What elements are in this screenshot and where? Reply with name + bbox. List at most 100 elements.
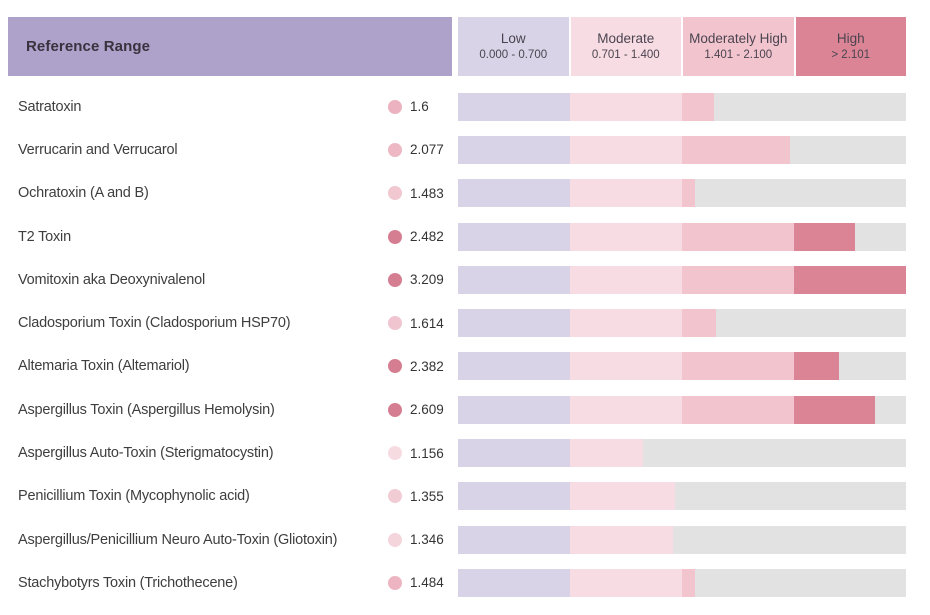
bar-segment-moderately-high xyxy=(682,179,696,208)
value-dot xyxy=(388,359,402,374)
value-bar xyxy=(458,135,906,164)
toxin-name: Aspergillus Toxin (Aspergillus Hemolysin… xyxy=(18,401,275,418)
toxin-name: T2 Toxin xyxy=(18,228,71,245)
toxin-name: Penicillium Toxin (Mycophynolic acid) xyxy=(18,488,250,505)
toxin-value: 2.382 xyxy=(410,358,444,374)
column-high: High > 2.101 xyxy=(795,17,906,76)
value-bar xyxy=(458,179,906,208)
table-row: Altemaria Toxin (Altemariol) 2.382 xyxy=(0,345,930,388)
bar-segment-moderately-high xyxy=(682,222,794,251)
table-row: Vomitoxin aka Deoxynivalenol 3.209 xyxy=(0,258,930,301)
toxin-name: Aspergillus Auto-Toxin (Sterigmatocystin… xyxy=(18,445,274,462)
toxin-name: Stachybotyrs Toxin (Trichothecene) xyxy=(18,574,238,591)
table-row: T2 Toxin 2.482 xyxy=(0,215,930,258)
value-bar xyxy=(458,265,906,294)
bar-segment-moderate xyxy=(570,92,682,121)
bar-segment-moderate xyxy=(570,265,682,294)
toxin-value: 2.609 xyxy=(410,402,444,418)
table-row: Aspergillus/Penicillium Neuro Auto-Toxin… xyxy=(0,518,930,561)
bar-segment-moderately-high xyxy=(682,395,794,424)
bar-segment-low xyxy=(458,439,570,468)
toxin-value: 1.355 xyxy=(410,488,444,504)
column-moderate: Moderate 0.701 - 1.400 xyxy=(570,17,681,76)
value-bar xyxy=(458,352,906,381)
column-high-label: High xyxy=(836,30,865,46)
toxin-value: 2.077 xyxy=(410,142,444,158)
bar-segment-moderate xyxy=(570,179,682,208)
bar-segment-low xyxy=(458,265,570,294)
table-row: Satratoxin 1.6 xyxy=(0,85,930,128)
value-bar xyxy=(458,222,906,251)
column-low: Low 0.000 - 0.700 xyxy=(458,17,569,76)
toxin-rows: Satratoxin 1.6 Verrucarin and Verrucarol… xyxy=(0,76,930,605)
column-moderately-high-label: Moderately High xyxy=(689,30,788,46)
table-row: Ochratoxin (A and B) 1.483 xyxy=(0,172,930,215)
value-dot xyxy=(388,446,402,461)
bar-segment-low xyxy=(458,395,570,424)
value-dot xyxy=(388,575,402,590)
bar-segment-low xyxy=(458,525,570,554)
toxin-value: 1.484 xyxy=(410,575,444,591)
toxin-value: 1.614 xyxy=(410,315,444,331)
value-dot xyxy=(388,186,402,201)
bar-segment-low xyxy=(458,482,570,511)
column-moderate-range: 0.701 - 1.400 xyxy=(591,48,660,61)
value-dot xyxy=(388,489,402,504)
toxin-name: Aspergillus/Penicillium Neuro Auto-Toxin… xyxy=(18,531,338,548)
column-low-range: 0.000 - 0.700 xyxy=(479,48,548,61)
bar-segment-moderate xyxy=(570,439,643,468)
bar-segment-high xyxy=(794,352,840,381)
table-row: Aspergillus Toxin (Aspergillus Hemolysin… xyxy=(0,388,930,431)
toxin-value: 1.6 xyxy=(410,99,429,115)
bar-segment-low xyxy=(458,179,570,208)
toxin-name: Vomitoxin aka Deoxynivalenol xyxy=(18,271,206,288)
column-high-range: > 2.101 xyxy=(831,48,871,61)
range-columns: Low 0.000 - 0.700 Moderate 0.701 - 1.400… xyxy=(458,17,906,76)
bar-segment-moderately-high xyxy=(682,309,717,338)
value-bar xyxy=(458,439,906,468)
column-moderately-high: Moderately High 1.401 - 2.100 xyxy=(683,17,794,76)
bar-segment-moderately-high xyxy=(682,265,794,294)
toxin-value: 3.209 xyxy=(410,272,444,288)
toxin-value: 2.482 xyxy=(410,229,444,245)
toxin-name: Cladosporium Toxin (Cladosporium HSP70) xyxy=(18,315,291,332)
value-bar xyxy=(458,395,906,424)
value-dot xyxy=(388,402,402,417)
value-dot xyxy=(388,532,402,547)
value-dot xyxy=(388,142,402,157)
column-moderately-high-range: 1.401 - 2.100 xyxy=(704,48,773,61)
value-bar xyxy=(458,482,906,511)
bar-segment-moderate xyxy=(570,309,682,338)
value-bar xyxy=(458,309,906,338)
table-row: Penicillium Toxin (Mycophynolic acid) 1.… xyxy=(0,475,930,518)
bar-segment-moderately-high xyxy=(682,352,794,381)
toxin-value: 1.156 xyxy=(410,445,444,461)
table-row: Cladosporium Toxin (Cladosporium HSP70) … xyxy=(0,301,930,344)
bar-segment-moderately-high xyxy=(682,568,696,597)
bar-segment-low xyxy=(458,309,570,338)
column-moderate-label: Moderate xyxy=(597,30,655,46)
bar-segment-moderate xyxy=(570,222,682,251)
bar-segment-high xyxy=(794,222,856,251)
bar-segment-moderate xyxy=(570,135,682,164)
column-low-label: Low xyxy=(500,30,526,46)
value-bar xyxy=(458,568,906,597)
bar-segment-high xyxy=(794,265,906,294)
bar-segment-moderate xyxy=(570,482,675,511)
toxin-value: 1.346 xyxy=(410,532,444,548)
toxin-name: Ochratoxin (A and B) xyxy=(18,185,149,202)
toxin-value: 1.483 xyxy=(410,185,444,201)
bar-segment-low xyxy=(458,222,570,251)
bar-segment-moderate xyxy=(570,395,682,424)
bar-segment-moderately-high xyxy=(682,92,714,121)
bar-segment-moderately-high xyxy=(682,135,791,164)
reference-range-title-cell: Reference Range xyxy=(8,17,452,76)
bar-segment-high xyxy=(794,395,876,424)
value-dot xyxy=(388,99,402,114)
bar-segment-low xyxy=(458,352,570,381)
bar-segment-moderate xyxy=(570,525,674,554)
table-row: Aspergillus Auto-Toxin (Sterigmatocystin… xyxy=(0,431,930,474)
toxin-name: Satratoxin xyxy=(18,98,82,115)
bar-segment-moderate xyxy=(570,352,682,381)
value-dot xyxy=(388,316,402,331)
